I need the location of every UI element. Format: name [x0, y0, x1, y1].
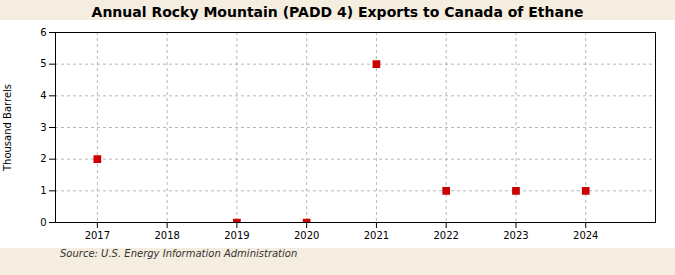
- svg-text:1: 1: [40, 185, 46, 196]
- svg-text:0: 0: [40, 217, 46, 228]
- svg-text:2020: 2020: [294, 230, 319, 241]
- svg-text:2017: 2017: [85, 230, 110, 241]
- svg-text:4: 4: [40, 90, 46, 101]
- svg-text:6: 6: [40, 27, 46, 38]
- svg-text:5: 5: [40, 58, 46, 69]
- html-text:Source: U.S. Energy Informatio: Source: U.S. Energy Information Administ…: [60, 248, 298, 259]
- svg-text:2023: 2023: [503, 230, 528, 241]
- svg-text:3: 3: [40, 122, 46, 133]
- svg-text:Thousand Barrels: Thousand Barrels: [2, 84, 13, 172]
- svg-text:2024: 2024: [573, 230, 598, 241]
- svg-text:2: 2: [40, 153, 46, 164]
- svg-text:2018: 2018: [154, 230, 179, 241]
- svg-text:2019: 2019: [224, 230, 249, 241]
- html-text:Annual Rocky Mountain (PADD 4): Annual Rocky Mountain (PADD 4) Exports t…: [91, 4, 584, 20]
- svg-text:2021: 2021: [364, 230, 389, 241]
- svg-text:2022: 2022: [433, 230, 458, 241]
